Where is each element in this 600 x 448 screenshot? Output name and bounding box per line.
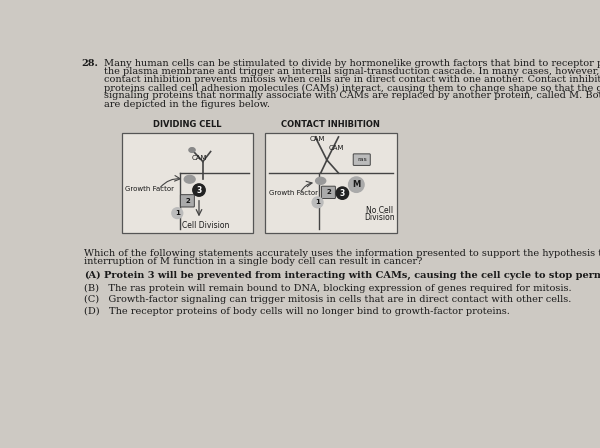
- Text: (D)   The receptor proteins of body cells will no longer bind to growth-factor p: (D) The receptor proteins of body cells …: [84, 306, 510, 315]
- Text: Growth Factor: Growth Factor: [125, 185, 175, 191]
- Text: 1: 1: [315, 199, 320, 205]
- Ellipse shape: [316, 177, 326, 184]
- Circle shape: [336, 187, 349, 199]
- Text: 2: 2: [326, 190, 331, 195]
- Text: CAM: CAM: [310, 136, 325, 142]
- Text: (B)   The ras protein will remain bound to DNA, blocking expression of genes req: (B) The ras protein will remain bound to…: [84, 284, 572, 293]
- FancyBboxPatch shape: [322, 186, 335, 198]
- FancyBboxPatch shape: [353, 154, 370, 165]
- Bar: [265, 133, 397, 233]
- Text: (C)   Growth-factor signaling can trigger mitosis in cells that are in direct co: (C) Growth-factor signaling can trigger …: [84, 295, 572, 304]
- Text: 3: 3: [340, 189, 345, 198]
- Text: proteins called cell adhesion molecules (CAMs) interact, causing them to change : proteins called cell adhesion molecules …: [104, 83, 600, 93]
- Text: Protein 3 will be prevented from interacting with CAMs, causing the cell cycle t: Protein 3 will be prevented from interac…: [104, 271, 600, 280]
- Text: signaling proteins that normally associate with CAMs are replaced by another pro: signaling proteins that normally associa…: [104, 91, 600, 100]
- Text: contact inhibition prevents mitosis when cells are in direct contact with one an: contact inhibition prevents mitosis when…: [104, 75, 600, 84]
- Text: interruption of M function in a single body cell can result in cancer?: interruption of M function in a single b…: [84, 257, 422, 266]
- Bar: [121, 133, 253, 233]
- FancyBboxPatch shape: [181, 195, 194, 207]
- Ellipse shape: [189, 148, 195, 152]
- Text: Many human cells can be stimulated to divide by hormonelike growth factors that : Many human cells can be stimulated to di…: [104, 59, 600, 68]
- Text: Cell Division: Cell Division: [182, 221, 229, 230]
- Text: 2: 2: [185, 198, 190, 204]
- Text: the plasma membrane and trigger an internal signal-transduction cascade. In many: the plasma membrane and trigger an inter…: [104, 67, 600, 76]
- Text: are depicted in the figures below.: are depicted in the figures below.: [104, 99, 271, 108]
- Text: 3: 3: [196, 185, 202, 194]
- Circle shape: [172, 208, 183, 219]
- Text: Which of the following statements accurately uses the information presented to s: Which of the following statements accura…: [84, 249, 600, 258]
- Text: Growth Factor: Growth Factor: [269, 190, 318, 196]
- Text: ras: ras: [357, 157, 367, 162]
- Text: 1: 1: [175, 210, 180, 216]
- Circle shape: [193, 184, 205, 196]
- Circle shape: [349, 177, 364, 192]
- Text: 28.: 28.: [81, 59, 98, 68]
- Ellipse shape: [184, 176, 195, 183]
- Text: No Cell: No Cell: [366, 206, 393, 215]
- Text: CAM: CAM: [191, 155, 207, 161]
- Circle shape: [312, 197, 323, 208]
- Text: Division: Division: [364, 213, 395, 222]
- Text: DIVIDING CELL: DIVIDING CELL: [153, 120, 221, 129]
- Text: CAM: CAM: [328, 146, 344, 151]
- Text: (A): (A): [84, 271, 101, 280]
- Text: CONTACT INHIBITION: CONTACT INHIBITION: [281, 120, 380, 129]
- Text: M: M: [352, 180, 361, 189]
